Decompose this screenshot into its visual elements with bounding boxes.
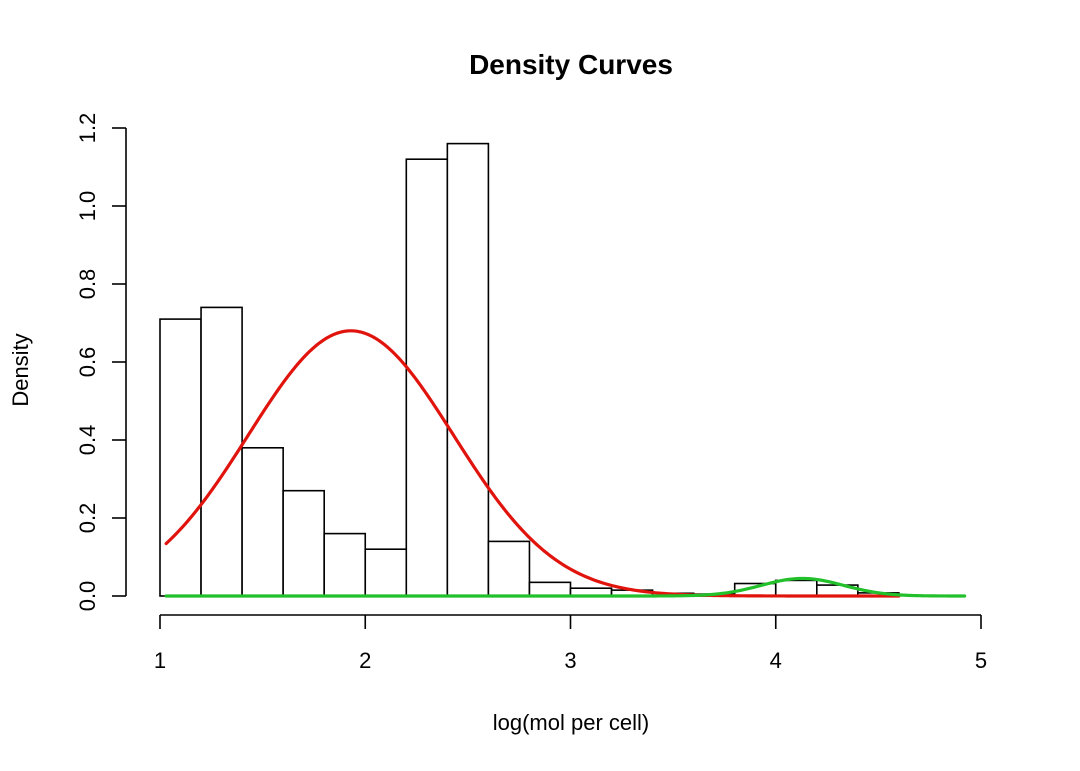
histogram-bar	[487, 540, 531, 597]
density-curve-1	[164, 329, 901, 598]
y-tick-label: 0.0	[75, 581, 100, 612]
density-curves	[164, 329, 967, 598]
histogram-bars	[159, 142, 900, 597]
chart-title: Density Curves	[469, 49, 673, 80]
x-tick-label: 2	[359, 648, 371, 673]
y-tick-label: 0.8	[75, 269, 100, 300]
y-tick-label: 0.6	[75, 347, 100, 378]
histogram-bar	[446, 142, 490, 597]
y-tick-label: 1.0	[75, 191, 100, 222]
x-tick-label: 3	[564, 648, 576, 673]
y-axis-label: Density	[8, 333, 33, 406]
x-tick-label: 5	[975, 648, 987, 673]
y-tick-label: 1.2	[75, 113, 100, 144]
y-tick-label: 0.2	[75, 503, 100, 534]
histogram-bar	[241, 446, 284, 597]
y-axis: 0.0 0.2 0.4 0.6 0.8 1.0 1.2	[75, 113, 127, 612]
x-axis-label: log(mol per cell)	[493, 710, 650, 735]
histogram-bar	[282, 489, 325, 597]
density-curve-2	[164, 576, 967, 598]
histogram-bar	[774, 579, 818, 597]
histogram-bar	[159, 318, 202, 597]
x-tick-label: 4	[770, 648, 782, 673]
y-tick-label: 0.4	[75, 425, 100, 456]
x-tick-label: 1	[154, 648, 166, 673]
histogram-bar	[364, 548, 408, 597]
histogram-bar	[405, 158, 449, 597]
histogram-bar	[323, 532, 367, 597]
x-axis: 1 2 3 4 5	[154, 614, 987, 673]
histogram-bar	[200, 306, 243, 597]
histogram-bar	[528, 581, 572, 597]
